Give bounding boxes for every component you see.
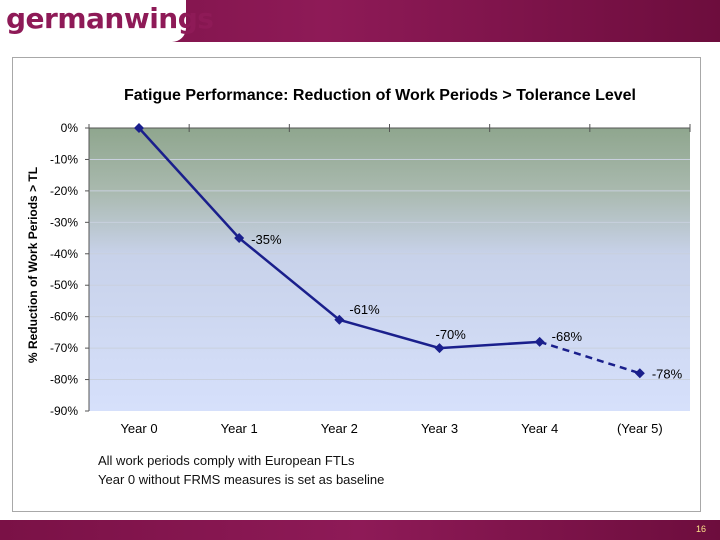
x-tick-label: Year 1 <box>221 421 258 436</box>
x-tick-label: Year 3 <box>421 421 458 436</box>
data-label: -78% <box>652 366 683 381</box>
data-label: -68% <box>552 329 583 344</box>
y-tick-label: -60% <box>50 310 78 324</box>
y-tick-label: 0% <box>61 121 79 135</box>
page-number: 16 <box>695 524 706 534</box>
x-tick-label: Year 0 <box>120 421 157 436</box>
header-bar: germanwings <box>0 0 720 42</box>
gridlines <box>89 158 690 381</box>
germanwings-logo: germanwings <box>6 2 214 35</box>
y-tick-label: -40% <box>50 247 78 261</box>
y-axis-label: % Reduction of Work Periods > TL <box>26 167 40 363</box>
data-point-marker <box>434 343 445 354</box>
x-tick-label: (Year 5) <box>617 421 663 436</box>
data-labels: -35% -61% -70% -68% -78% <box>251 232 682 381</box>
data-label: -61% <box>349 302 380 317</box>
y-tick-label: -90% <box>50 404 78 418</box>
plot-area <box>89 128 690 411</box>
data-label: -70% <box>436 327 467 342</box>
data-point-marker <box>234 233 245 244</box>
data-point-marker <box>334 314 345 325</box>
y-tick-label: -70% <box>50 341 78 355</box>
y-tick-label: -10% <box>50 152 78 166</box>
axes <box>85 124 691 412</box>
x-tick-label: Year 2 <box>321 421 358 436</box>
y-tick-label: -20% <box>50 184 78 198</box>
logo-area: germanwings <box>0 0 214 42</box>
footer-bar: 16 <box>0 520 720 540</box>
data-point-marker <box>634 368 645 379</box>
note-baseline: Year 0 without FRMS measures is set as b… <box>98 472 385 487</box>
series-line-projected <box>539 340 641 375</box>
note-ftl-compliance: All work periods comply with European FT… <box>98 453 355 468</box>
x-tick-label: Year 4 <box>521 421 558 436</box>
x-tick-labels: Year 0 Year 1 Year 2 Year 3 Year 4 (Year 5) <box>120 421 662 436</box>
data-label: -35% <box>251 232 282 247</box>
y-tick-label: -80% <box>50 373 78 387</box>
data-point-marker <box>134 123 144 133</box>
chart-title: Fatigue Performance: Reduction of Work P… <box>124 87 636 104</box>
y-tick-label: -50% <box>50 278 78 292</box>
data-point-marker <box>534 336 545 347</box>
y-tick-labels: 0% -10% -20% -30% -40% -50% -60% -70% -80% -90% <box>50 121 78 418</box>
y-tick-label: -30% <box>50 215 78 229</box>
data-markers <box>134 123 645 379</box>
